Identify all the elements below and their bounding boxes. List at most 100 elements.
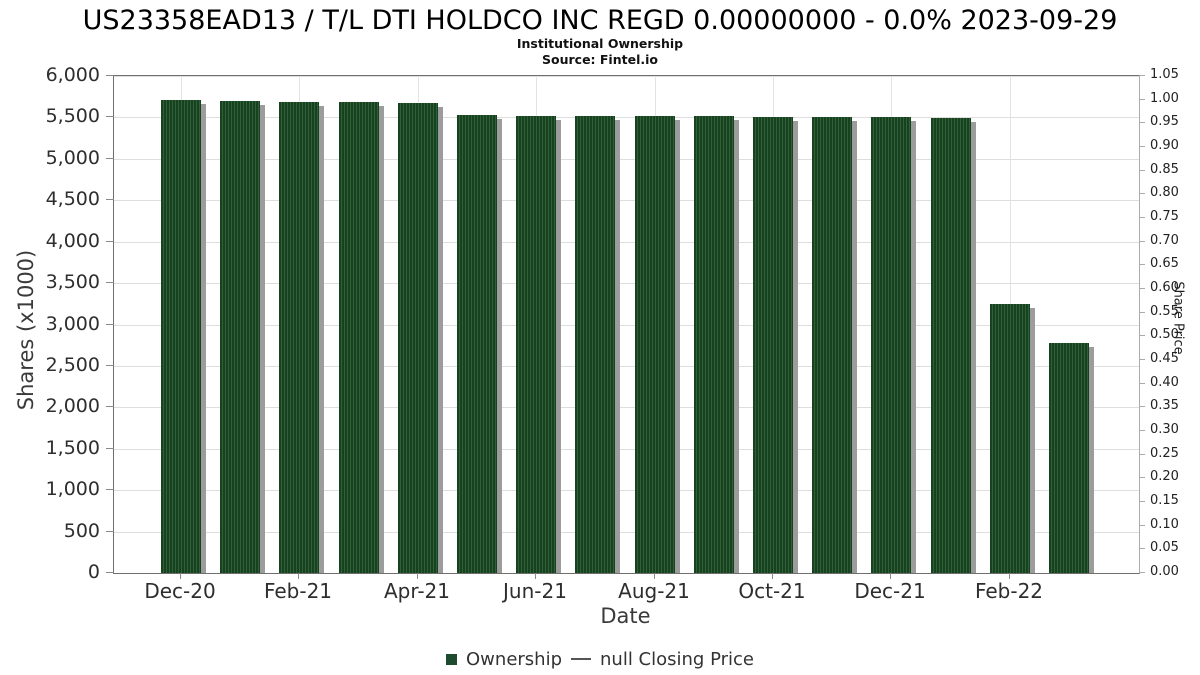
y-axis-right-tick-label: 0.10	[1150, 517, 1179, 532]
x-axis-tick-label: Apr-21	[384, 579, 450, 603]
chart-source: Source: Fintel.io	[542, 52, 658, 67]
x-axis-tick-label: Jun-21	[503, 579, 567, 603]
y-axis-left-tick	[106, 75, 114, 76]
y-axis-right-tick	[1139, 264, 1145, 265]
y-axis-right-tick-label: 0.80	[1150, 185, 1179, 200]
y-axis-right-tick	[1139, 122, 1145, 123]
y-axis-right-tick	[1139, 193, 1145, 194]
x-axis-tick-label: Aug-21	[618, 579, 690, 603]
y-axis-right-tick	[1139, 548, 1145, 549]
x-axis-tick	[417, 573, 418, 579]
y-axis-right-tick	[1139, 335, 1145, 336]
y-axis-right-tick-label: 0.75	[1150, 209, 1179, 224]
gridline-horizontal	[114, 365, 1139, 367]
x-axis-tick	[180, 573, 181, 579]
x-axis-tick-label: Oct-21	[738, 579, 806, 603]
y-axis-right-tick-label: 0.50	[1150, 327, 1179, 342]
y-axis-left-tick	[106, 572, 114, 573]
y-axis-right-tick	[1139, 430, 1145, 431]
y-axis-right-tick-label: 0.85	[1150, 162, 1179, 177]
y-axis-left-tick-label: 3,500	[45, 271, 100, 293]
y-axis-right-tick	[1139, 217, 1145, 218]
ownership-bar	[398, 102, 438, 573]
y-axis-left-tick	[106, 448, 114, 449]
y-axis-right-tick-label: 0.55	[1150, 304, 1179, 319]
x-axis-tick	[654, 573, 655, 579]
y-axis-right-tick-label: 0.35	[1150, 398, 1179, 413]
gridline-horizontal	[114, 283, 1139, 285]
y-axis-right-tick-label: 0.65	[1150, 256, 1179, 271]
y-axis-right-tick	[1139, 288, 1145, 289]
y-axis-right-tick-label: 0.40	[1150, 375, 1179, 390]
gridline-horizontal	[114, 448, 1139, 450]
y-axis-left-tick-label: 0	[87, 561, 100, 583]
y-axis-left-tick	[106, 158, 114, 159]
x-axis-tick	[890, 573, 891, 579]
y-axis-right-tick	[1139, 99, 1145, 100]
y-axis-left-tick	[106, 489, 114, 490]
gridline-horizontal	[114, 531, 1139, 533]
y-axis-left-tick	[106, 365, 114, 366]
ownership-bar	[753, 116, 793, 573]
y-axis-right-tick-label: 0.05	[1150, 540, 1179, 555]
y-axis-left-tick-label: 2,000	[45, 395, 100, 417]
gridline-horizontal	[114, 200, 1139, 202]
y-axis-right-tick	[1139, 406, 1145, 407]
y-axis-right-tick-label: 0.15	[1150, 493, 1179, 508]
y-axis-left-tick-label: 2,500	[45, 354, 100, 376]
ownership-bar	[457, 115, 497, 573]
y-axis-left-tick-label: 1,500	[45, 437, 100, 459]
y-axis-right-tick	[1139, 170, 1145, 171]
y-axis-left-tick	[106, 116, 114, 117]
y-axis-right-tick	[1139, 525, 1145, 526]
ownership-bar	[694, 116, 734, 573]
y-axis-right-tick	[1139, 383, 1145, 384]
x-axis-tick	[535, 573, 536, 579]
y-axis-right-tick-label: 0.90	[1150, 138, 1179, 153]
ownership-bar	[516, 115, 556, 573]
ownership-bar	[1049, 342, 1089, 573]
x-axis-tick-label: Feb-22	[974, 579, 1044, 603]
y-axis-left-tick-label: 4,000	[45, 230, 100, 252]
plot-area	[113, 75, 1140, 574]
x-axis-tick	[1009, 573, 1010, 579]
y-axis-left-tick-label: 3,000	[45, 313, 100, 335]
chart-title: US23358EAD13 / T/L DTI HOLDCO INC REGD 0…	[82, 5, 1118, 36]
y-axis-right-tick-label: 0.00	[1150, 564, 1179, 579]
y-axis-right-tick	[1139, 572, 1145, 573]
ownership-bar	[871, 117, 911, 573]
y-axis-left-tick-label: 500	[63, 520, 100, 542]
y-axis-left-tick	[106, 241, 114, 242]
y-axis-right-tick-label: 0.20	[1150, 469, 1179, 484]
y-axis-left-tick	[106, 406, 114, 407]
x-axis-title: Date	[600, 604, 651, 628]
gridline-horizontal	[114, 241, 1139, 243]
y-axis-left-tick-label: 5,000	[45, 147, 100, 169]
ownership-bar	[575, 115, 615, 573]
y-axis-right-tick	[1139, 454, 1145, 455]
gridline-horizontal	[114, 324, 1139, 326]
x-axis-tick-label: Feb-21	[263, 579, 333, 603]
y-axis-right-tick	[1139, 312, 1145, 313]
ownership-bar	[990, 303, 1030, 573]
ownership-square-marker-icon	[446, 653, 458, 665]
y-axis-right-tick-label: 0.95	[1150, 114, 1179, 129]
y-axis-left-tick	[106, 282, 114, 283]
y-axis-right-tick-label: 0.25	[1150, 446, 1179, 461]
y-axis-right-tick	[1139, 75, 1145, 76]
y-axis-right-tick-label: 1.00	[1150, 91, 1179, 106]
chart-subtitle: Institutional Ownership	[516, 36, 684, 51]
y-axis-left-tick	[106, 324, 114, 325]
y-axis-right-tick-label: 0.70	[1150, 233, 1179, 248]
y-axis-right-tick	[1139, 359, 1145, 360]
closing-price-line-marker-icon	[571, 658, 592, 660]
y-axis-right-tick	[1139, 477, 1145, 478]
gridline-horizontal	[114, 158, 1139, 160]
y-axis-right-tick-label: 0.60	[1150, 280, 1179, 295]
y-axis-right-tick-label: 0.30	[1150, 422, 1179, 437]
ownership-bar	[812, 117, 852, 573]
legend: Ownership null Closing Price	[0, 646, 1200, 672]
ownership-bar	[931, 118, 971, 573]
x-axis-tick-label: Dec-20	[144, 579, 216, 603]
